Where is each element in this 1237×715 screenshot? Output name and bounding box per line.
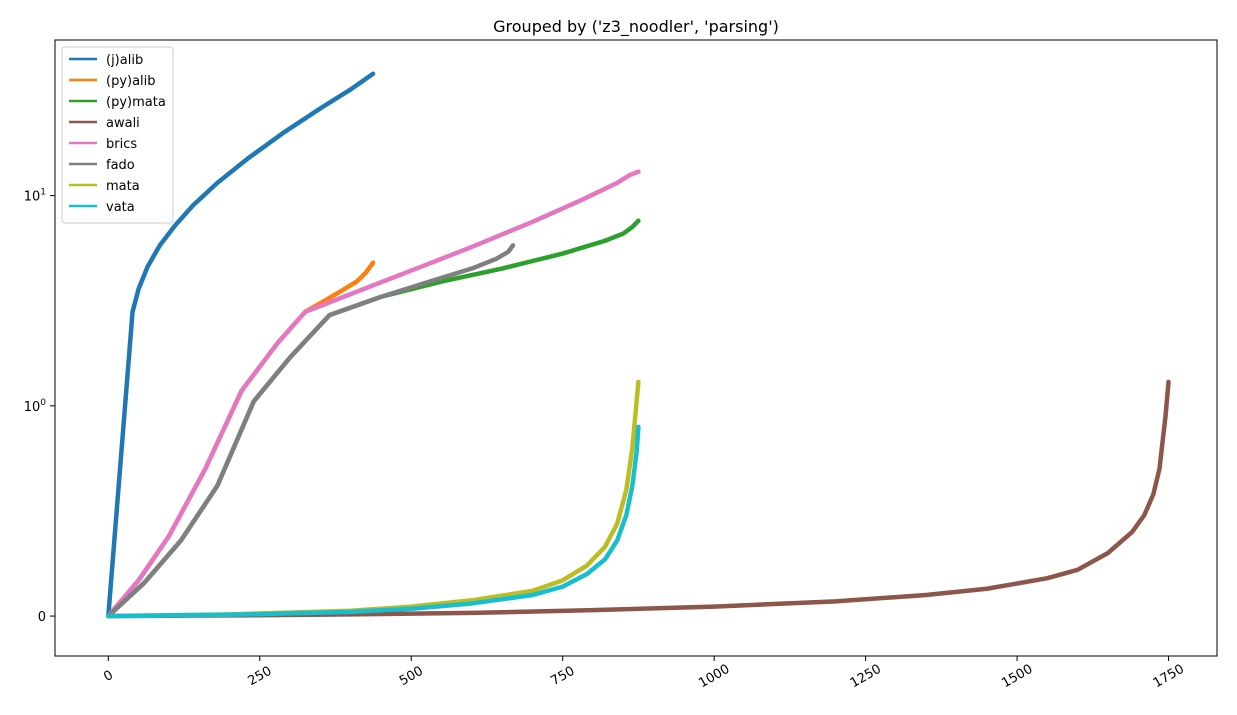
legend-label: brics — [106, 137, 137, 152]
legend: (j)alib (py)alib (py)mata awali brics fado mat… — [61, 46, 174, 224]
series-line-0 — [106, 71, 376, 619]
series-line-7 — [106, 424, 641, 619]
series-line-4 — [106, 169, 641, 619]
legend-label: (py)alib — [106, 74, 156, 89]
legend-label: vata — [106, 200, 135, 215]
legend-label: (py)mata — [106, 95, 166, 110]
y-tick-exponent: 1 — [40, 188, 46, 198]
legend-label: awali — [106, 116, 140, 131]
plot-area — [54, 39, 1218, 657]
legend-label: fado — [106, 158, 135, 173]
y-tick-base: 10 — [24, 400, 41, 415]
y-tick-label: 0 — [38, 610, 46, 625]
y-tick-label: 100 — [24, 398, 47, 415]
series-line-3 — [106, 379, 1171, 619]
legend-label: (j)alib — [106, 53, 143, 68]
y-tick-label: 101 — [24, 188, 46, 205]
y-tick-base: 0 — [38, 610, 46, 625]
legend-box — [61, 46, 174, 224]
series-line-5 — [106, 243, 516, 619]
legend-label: mata — [106, 179, 140, 194]
y-tick-base: 10 — [24, 190, 41, 205]
series-layer — [106, 71, 1171, 619]
y-tick-exponent: 0 — [40, 398, 46, 408]
chart-title: Grouped by ('z3_noodler', 'parsing') — [493, 17, 779, 37]
